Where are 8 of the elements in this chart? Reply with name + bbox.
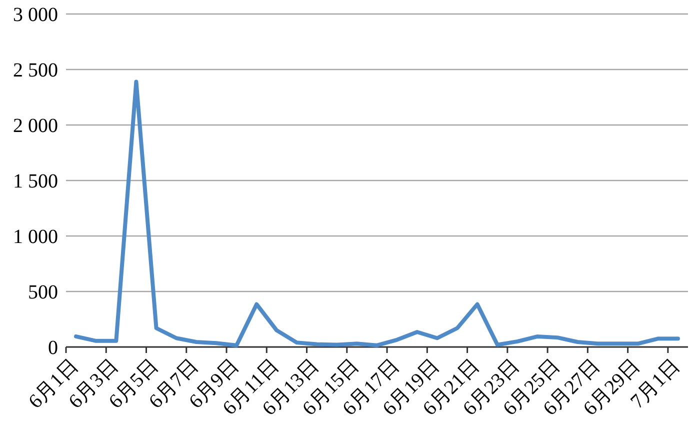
y-tick-label: 3 000 [13,4,58,26]
y-tick-label: 500 [28,282,58,304]
y-tick-label: 1 000 [13,226,58,248]
y-tick-label: 1 500 [13,170,58,192]
y-tick-label: 2 500 [13,60,58,82]
y-tick-label: 2 000 [13,115,58,137]
line-series [74,80,680,348]
y-tick-label: 0 [48,337,58,359]
